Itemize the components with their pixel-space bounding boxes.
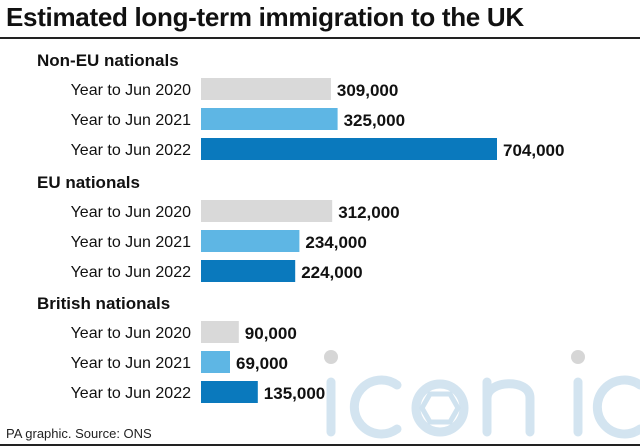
- bar: [201, 230, 300, 252]
- group-heading: EU nationals: [37, 173, 140, 192]
- bar: [201, 381, 258, 403]
- category-label: Year to Jun 2021: [71, 234, 192, 251]
- category-label: Year to Jun 2022: [71, 385, 192, 402]
- category-label: Year to Jun 2022: [71, 264, 192, 281]
- category-label: Year to Jun 2020: [71, 325, 192, 342]
- value-label: 90,000: [245, 324, 297, 343]
- group-heading: British nationals: [37, 294, 170, 313]
- source-note: PA graphic. Source: ONS: [6, 426, 152, 441]
- chart-title: Estimated long-term immigration to the U…: [6, 2, 524, 32]
- category-label: Year to Jun 2020: [71, 204, 192, 221]
- footer-divider: [0, 444, 640, 446]
- bar: [201, 321, 239, 343]
- bar: [201, 78, 331, 100]
- category-label: Year to Jun 2022: [71, 142, 192, 159]
- bar: [201, 351, 230, 373]
- value-label: 135,000: [264, 384, 325, 403]
- bar: [201, 200, 333, 222]
- title-divider: [0, 37, 640, 39]
- value-label: 309,000: [337, 81, 398, 100]
- value-label: 234,000: [305, 233, 366, 252]
- value-label: 704,000: [503, 141, 564, 160]
- value-label: 69,000: [236, 354, 288, 373]
- bar: [201, 260, 296, 282]
- bar: [201, 108, 338, 130]
- category-label: Year to Jun 2021: [71, 112, 192, 129]
- category-label: Year to Jun 2021: [71, 355, 192, 372]
- value-label: 224,000: [301, 263, 362, 282]
- value-label: 325,000: [344, 111, 405, 130]
- bar: [201, 138, 497, 160]
- value-label: 312,000: [338, 203, 399, 222]
- group-heading: Non-EU nationals: [37, 51, 179, 70]
- category-label: Year to Jun 2020: [71, 82, 192, 99]
